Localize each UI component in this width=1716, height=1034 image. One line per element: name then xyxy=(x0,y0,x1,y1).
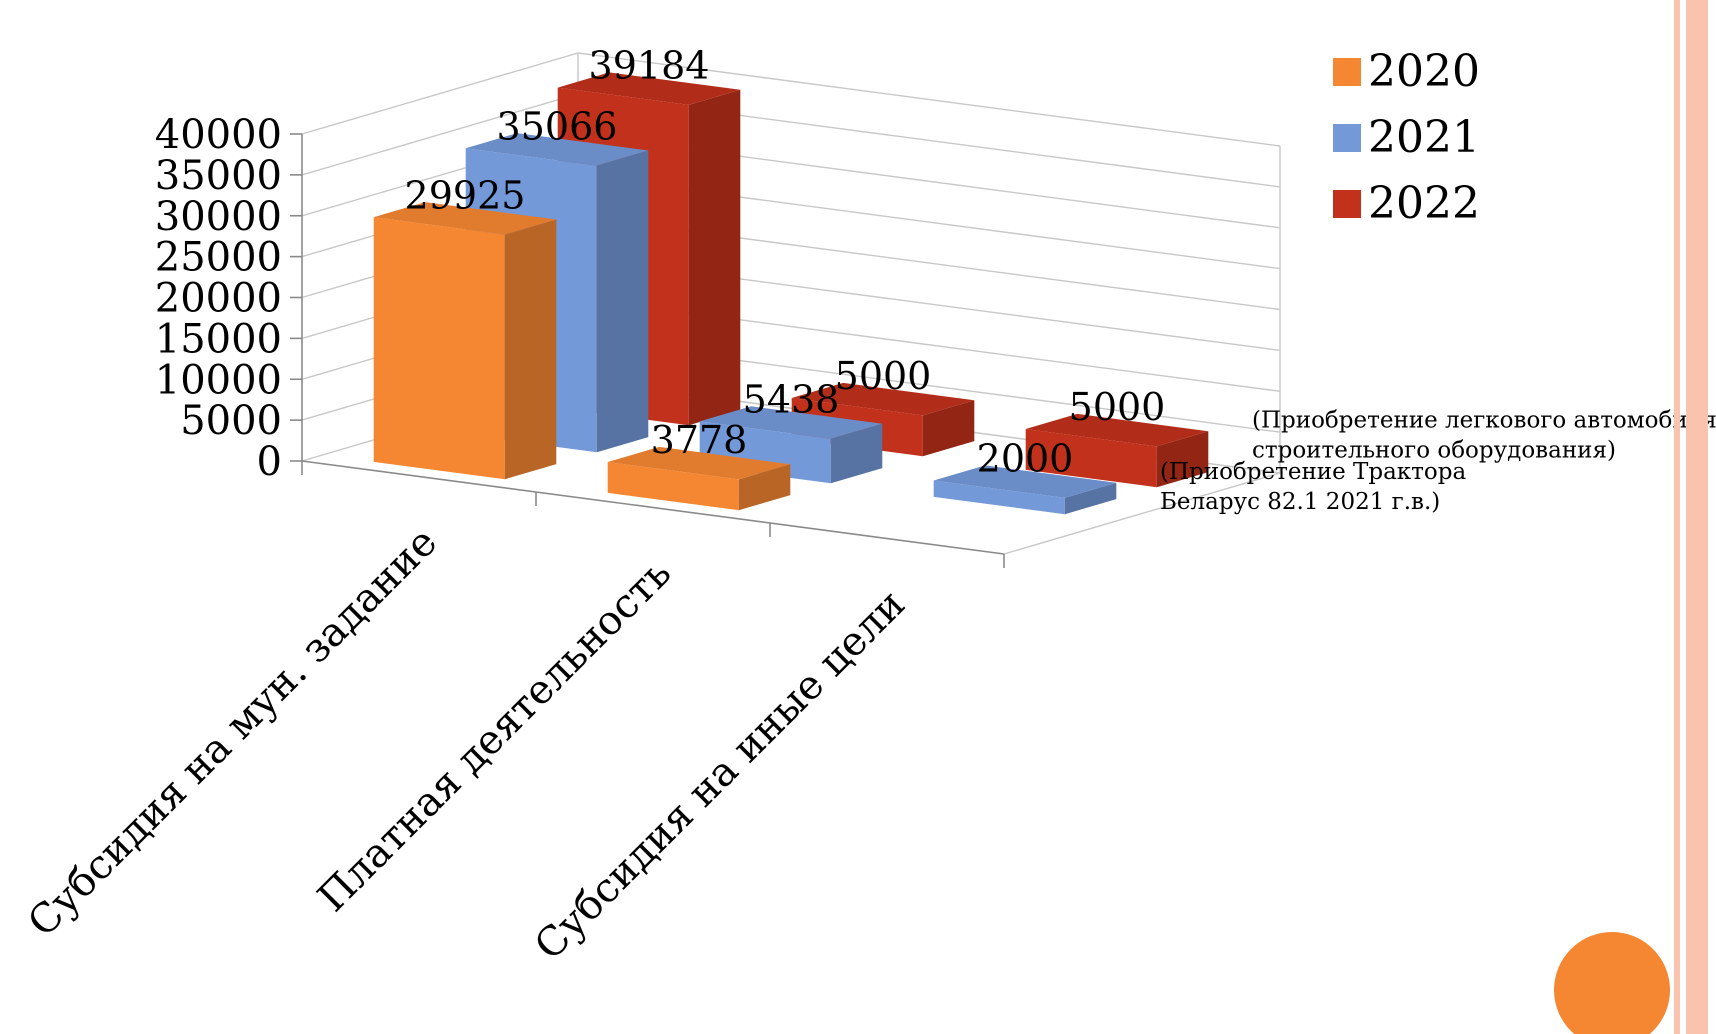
x-axis xyxy=(301,460,1005,555)
bar-2021-3 xyxy=(933,465,1117,515)
bar-top xyxy=(557,72,741,105)
y-tick-label: 30000 xyxy=(155,194,282,240)
bar-top xyxy=(373,202,557,235)
legend-swatch xyxy=(1333,190,1361,218)
bar-top xyxy=(1025,413,1209,447)
chart-bars xyxy=(373,72,1209,515)
bar-top xyxy=(607,446,791,480)
chart-legend: 2020 2021 2022 xyxy=(1333,46,1480,229)
y-tick-label: 40000 xyxy=(155,112,282,158)
bar-2022-3 xyxy=(1025,413,1209,488)
bar-top xyxy=(699,406,883,439)
y-tick-label: 10000 xyxy=(155,357,282,403)
bar-front xyxy=(373,217,505,480)
value-label: 3778 xyxy=(651,418,748,462)
accent-stripe xyxy=(1674,0,1680,1034)
bar-side xyxy=(830,423,883,484)
bar-side xyxy=(504,219,557,480)
annotation-line: (Приобретение Трактора xyxy=(1160,459,1466,485)
bar-side xyxy=(1156,431,1209,488)
accent-circle xyxy=(1554,932,1670,1034)
annotation-line: строительного оборудования) xyxy=(1252,438,1616,464)
bar-front xyxy=(1025,429,1157,488)
y-tick-label: 25000 xyxy=(155,235,282,281)
y-tick-label: 5000 xyxy=(180,398,282,444)
legend-label: 2022 xyxy=(1368,178,1480,229)
legend-label: 2020 xyxy=(1368,46,1480,97)
bar-top xyxy=(791,382,975,416)
bar-side xyxy=(688,89,741,426)
value-label: 5000 xyxy=(1069,385,1166,429)
value-label: 39184 xyxy=(589,44,710,88)
bar-top xyxy=(465,133,649,166)
bar-front xyxy=(607,462,739,511)
accent-stripe xyxy=(1686,0,1708,1034)
slide-decoration xyxy=(1554,0,1708,1034)
legend-swatch xyxy=(1333,124,1361,152)
y-tick-label: 20000 xyxy=(155,276,282,322)
y-tick-label: 35000 xyxy=(155,153,282,199)
value-label: 5000 xyxy=(835,354,932,398)
value-label: 5438 xyxy=(743,378,840,422)
bar-2020-2 xyxy=(607,446,791,511)
bar-top xyxy=(933,465,1117,498)
legend-swatch xyxy=(1333,58,1361,86)
bar-side xyxy=(738,464,791,511)
value-label: 2000 xyxy=(977,437,1074,481)
bar-side xyxy=(922,400,975,457)
annotation-line: (Приобретение легкового автомобиля, xyxy=(1252,408,1716,434)
bar-side xyxy=(596,150,649,453)
value-label: 29925 xyxy=(405,173,526,217)
bar-2020-1 xyxy=(373,202,557,480)
annotation-line: Беларус 82.1 2021 г.в.) xyxy=(1160,489,1440,515)
y-tick-label: 15000 xyxy=(155,316,282,362)
bar-side xyxy=(1064,482,1117,515)
legend-label: 2021 xyxy=(1368,112,1480,163)
category-label: Субсидия на мун. задание xyxy=(19,519,446,946)
y-tick-label: 0 xyxy=(257,439,282,485)
bar-front xyxy=(933,480,1065,515)
value-label: 35066 xyxy=(497,104,618,148)
